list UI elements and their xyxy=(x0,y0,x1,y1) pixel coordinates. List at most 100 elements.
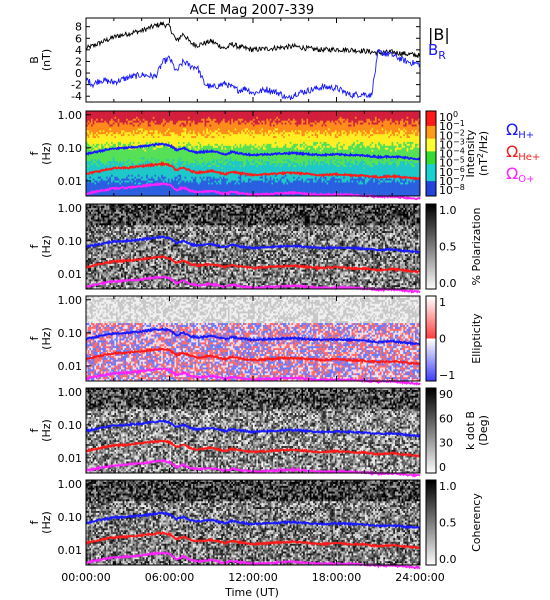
heatmap-cell xyxy=(127,157,130,160)
heatmap-cell xyxy=(94,176,97,179)
heatmap-cell xyxy=(107,112,110,116)
heatmap-cell xyxy=(119,153,122,156)
heatmap-cell xyxy=(124,151,127,154)
heatmap-cell xyxy=(109,194,112,197)
heatmap-cell xyxy=(127,132,130,135)
heatmap-cell xyxy=(127,136,130,139)
heatmap-cell xyxy=(106,194,109,197)
heatmap-cell xyxy=(119,147,122,150)
heatmap-cell xyxy=(136,172,139,176)
heatmap-cell xyxy=(114,111,117,114)
heatmap-cell xyxy=(97,145,100,148)
heatmap-cell xyxy=(131,114,134,118)
heatmap-cell xyxy=(132,165,135,168)
heatmap-cell xyxy=(104,151,107,154)
heatmap-cell xyxy=(111,188,114,191)
heatmap-cell xyxy=(104,157,107,160)
heatmap-cell xyxy=(116,128,119,131)
y-tick-label: 6 xyxy=(75,32,82,45)
heatmap-cell xyxy=(114,149,117,152)
heatmap-cell xyxy=(136,163,139,166)
heatmap-cell xyxy=(92,111,95,114)
heatmap-cell xyxy=(92,194,95,197)
heatmap-cell xyxy=(119,130,122,133)
heatmap-cell xyxy=(92,139,95,143)
heatmap-cell xyxy=(99,176,102,179)
heatmap-cell xyxy=(126,165,129,168)
heatmap-cell xyxy=(119,145,122,148)
heatmap-cell xyxy=(114,178,117,181)
heatmap-cell xyxy=(134,176,137,179)
heatmap-cell xyxy=(121,114,124,118)
heatmap-cell xyxy=(94,141,97,145)
heatmap-cell xyxy=(134,151,137,154)
heatmap-cell xyxy=(91,167,93,170)
heatmap-cell xyxy=(137,149,140,152)
heatmap-cell xyxy=(121,122,124,125)
heatmap-cell xyxy=(91,157,93,160)
heatmap-cell xyxy=(111,176,114,179)
heatmap-cell xyxy=(112,128,115,131)
heatmap-cell xyxy=(91,194,93,197)
heatmap-cell xyxy=(94,132,97,135)
heatmap-cell xyxy=(101,186,103,189)
heatmap-cell xyxy=(99,124,102,127)
heatmap-cell xyxy=(104,190,107,193)
heatmap-cell xyxy=(114,172,117,176)
heatmap-cell xyxy=(114,176,117,179)
heatmap-cell xyxy=(101,141,103,145)
heatmap-cell xyxy=(119,174,122,177)
heatmap-cell xyxy=(137,120,140,123)
heatmap-cell xyxy=(119,192,122,195)
heatmap-cell xyxy=(139,151,142,154)
heatmap-cell xyxy=(111,143,114,147)
heatmap-cell xyxy=(104,163,107,166)
heatmap-cell xyxy=(96,165,98,168)
heatmap-cell xyxy=(97,159,100,162)
heatmap-cell xyxy=(109,163,112,166)
heatmap-cell xyxy=(139,180,142,183)
heatmap-cell xyxy=(86,161,88,164)
heatmap-cell xyxy=(99,167,102,170)
heatmap-cell xyxy=(124,143,127,147)
heatmap-cell xyxy=(92,112,95,116)
heatmap-cell xyxy=(112,138,115,141)
heatmap-cell xyxy=(129,124,132,127)
heatmap-cell xyxy=(97,192,100,195)
heatmap-cell xyxy=(137,167,140,170)
heatmap-cell xyxy=(92,168,95,172)
heatmap-cell xyxy=(106,182,109,185)
heatmap-cell xyxy=(91,141,93,145)
heatmap-cell xyxy=(91,182,93,185)
heatmap-cell xyxy=(96,126,98,129)
heatmap-cell xyxy=(99,138,102,141)
heatmap-cell xyxy=(111,192,114,195)
heatmap-cell xyxy=(111,141,114,145)
heatmap-cell xyxy=(107,192,110,195)
heatmap-cell xyxy=(94,159,97,162)
heatmap-cell xyxy=(89,168,92,172)
heatmap-cell xyxy=(116,159,119,162)
heatmap-cell xyxy=(122,190,125,193)
heatmap-cell xyxy=(91,161,93,164)
heatmap-cell xyxy=(116,194,119,197)
heatmap-cell xyxy=(101,132,103,135)
heatmap-cell xyxy=(87,163,90,166)
heatmap-cell xyxy=(119,151,122,154)
heatmap-cell xyxy=(86,122,88,125)
heatmap-cell xyxy=(126,174,129,177)
heatmap-cell xyxy=(97,180,100,183)
heatmap-cell xyxy=(114,130,117,133)
heatmap-cell xyxy=(106,149,109,152)
heatmap-cell xyxy=(96,112,98,116)
heatmap-cell xyxy=(132,134,135,137)
heatmap-cell xyxy=(119,157,122,160)
heatmap-cell xyxy=(134,170,137,174)
heatmap-cell xyxy=(96,153,98,156)
heatmap-cell xyxy=(134,114,137,118)
heatmap-cell xyxy=(106,174,109,177)
heatmap-cell xyxy=(107,182,110,185)
heatmap-cell xyxy=(107,114,110,118)
heatmap-cell xyxy=(104,170,107,174)
legend-br: BR xyxy=(428,41,446,62)
